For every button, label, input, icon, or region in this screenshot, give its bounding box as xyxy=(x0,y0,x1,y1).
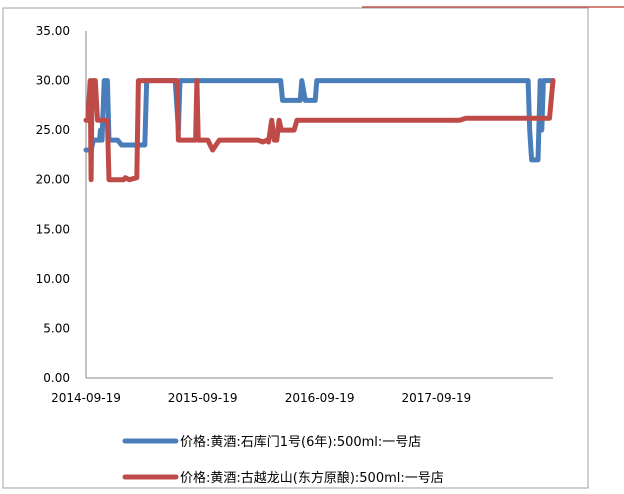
x-tick-labels: 2014-09-19 2015-09-19 2016-09-19 2017-09… xyxy=(51,391,471,405)
x-tick-label: 2017-09-19 xyxy=(401,391,471,405)
y-tick-label: 10.00 xyxy=(36,272,70,286)
x-tick-label: 2014-09-19 xyxy=(51,391,121,405)
series-lines xyxy=(83,78,556,183)
y-tick-label: 35.00 xyxy=(36,24,70,38)
y-tick-labels: 0.00 5.00 10.00 15.00 20.00 25.00 30.00 … xyxy=(36,24,70,385)
y-tick-label: 15.00 xyxy=(36,222,70,236)
y-tick-label: 5.00 xyxy=(43,321,70,335)
y-tick-label: 20.00 xyxy=(36,173,70,187)
legend-item-series-2: 价格:黄酒:古越龙山(东方原酿):500ml:一号店 xyxy=(122,470,444,486)
y-tick-label: 0.00 xyxy=(43,371,70,385)
y-tick-label: 25.00 xyxy=(36,123,70,137)
legend-label: 价格:黄酒:古越龙山(东方原酿):500ml:一号店 xyxy=(180,470,444,486)
series-line-guyuelongshan xyxy=(83,78,556,183)
legend-label: 价格:黄酒:石库门1号(6年):500ml:一号店 xyxy=(180,434,421,450)
legend-item-series-1: 价格:黄酒:石库门1号(6年):500ml:一号店 xyxy=(122,434,421,450)
x-tick-label: 2015-09-19 xyxy=(168,391,238,405)
x-tick-label: 2016-09-19 xyxy=(285,391,355,405)
y-tick-label: 30.00 xyxy=(36,74,70,88)
legend: 价格:黄酒:石库门1号(6年):500ml:一号店 价格:黄酒:古越龙山(东方原… xyxy=(122,434,444,486)
chart-border xyxy=(2,7,589,489)
